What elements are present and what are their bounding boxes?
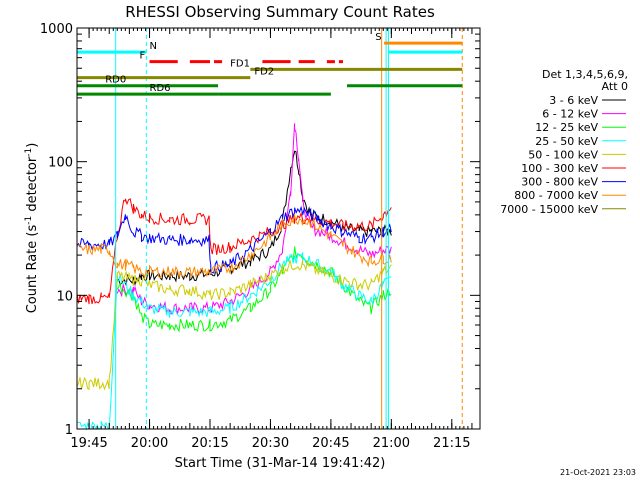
legend-header-line: Det 1,3,4,5,6,9, — [542, 68, 628, 81]
x-tick-label: 19:45 — [70, 436, 107, 451]
legend-label: 800 - 7000 keV — [514, 189, 598, 202]
y-axis-label: Count Rate (s-1 detector-1) — [24, 143, 40, 314]
flag-label-rd0: RD0 — [105, 75, 126, 86]
legend-label: 7000 - 15000 keV — [500, 203, 598, 216]
flag-label-n: N — [150, 41, 157, 52]
x-tick-label: 20:30 — [252, 436, 289, 451]
flag-label-fd1: FD1 — [230, 58, 250, 69]
legend-label: 300 - 800 keV — [521, 176, 598, 189]
flag-label-rd6: RD6 — [150, 83, 171, 94]
series-line-2 — [116, 246, 392, 333]
axes: 1 10 100 1000 19:45 20:00 20:15 20:30 20:45 21:00… — [40, 22, 481, 451]
flag-bars: N S F FD1 FD2 RD0 RD6 — [77, 32, 463, 96]
x-tick-label: 20:15 — [191, 436, 228, 451]
series-line-5 — [76, 198, 392, 305]
y-axis-label-end: ) — [25, 143, 40, 148]
legend-label: 3 - 6 keV — [549, 94, 598, 107]
chart-title: RHESSI Observing Summary Count Rates — [125, 3, 435, 21]
legend-label: 50 - 100 keV — [528, 148, 598, 161]
footer-stamp: 21-Oct-2021 23:03 — [560, 468, 636, 477]
series-layer — [76, 123, 392, 431]
y-tick-label: 1000 — [40, 22, 73, 37]
legend-label: 12 - 25 keV — [535, 121, 598, 134]
y-tick-label: 1 — [65, 423, 73, 438]
x-tick-label: 21:00 — [373, 436, 410, 451]
y-tick-label: 10 — [56, 289, 73, 304]
y-tick-label: 100 — [48, 156, 73, 171]
series-line-3 — [76, 251, 392, 431]
legend-header-line: Att 0 — [602, 80, 628, 93]
flag-label-s: S — [375, 32, 381, 43]
y-axis-label-sup2: -1 — [24, 148, 34, 157]
x-tick-label: 20:00 — [131, 436, 168, 451]
x-tick-label: 20:45 — [312, 436, 349, 451]
legend-label: 100 - 300 keV — [521, 162, 598, 175]
flag-label-f: F — [139, 51, 145, 62]
series-line-4 — [76, 259, 392, 391]
series-line-7 — [76, 213, 392, 279]
legend-label: 6 - 12 keV — [542, 108, 598, 121]
y-axis-label-sup: -1 — [24, 216, 34, 225]
legend-label: 25 - 50 keV — [535, 135, 598, 148]
y-axis-label-main: Count Rate (s — [25, 225, 40, 314]
x-axis-label: Start Time (31-Mar-14 19:41:42) — [175, 456, 386, 471]
flag-label-fd2: FD2 — [254, 67, 274, 78]
y-axis-label-rest: detector — [25, 156, 40, 216]
x-tick-label: 21:15 — [433, 436, 470, 451]
